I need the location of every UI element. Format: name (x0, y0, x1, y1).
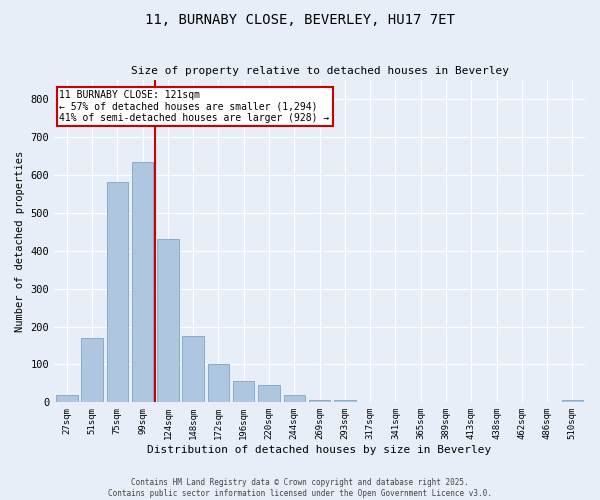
Text: 11, BURNABY CLOSE, BEVERLEY, HU17 7ET: 11, BURNABY CLOSE, BEVERLEY, HU17 7ET (145, 12, 455, 26)
Bar (132, 162, 154, 402)
Bar (258, 386, 280, 402)
Title: Size of property relative to detached houses in Beverley: Size of property relative to detached ho… (131, 66, 509, 76)
Text: 11 BURNABY CLOSE: 121sqm
← 57% of detached houses are smaller (1,294)
41% of sem: 11 BURNABY CLOSE: 121sqm ← 57% of detach… (59, 90, 330, 123)
Bar (82, 338, 103, 402)
Bar (233, 382, 254, 402)
Bar (107, 182, 128, 402)
Bar (56, 395, 77, 402)
Text: Contains HM Land Registry data © Crown copyright and database right 2025.
Contai: Contains HM Land Registry data © Crown c… (108, 478, 492, 498)
Bar (334, 400, 356, 402)
Y-axis label: Number of detached properties: Number of detached properties (15, 150, 25, 332)
Bar (562, 400, 583, 402)
Bar (208, 364, 229, 403)
Bar (182, 336, 204, 402)
Bar (309, 400, 331, 402)
Bar (284, 395, 305, 402)
X-axis label: Distribution of detached houses by size in Beverley: Distribution of detached houses by size … (148, 445, 492, 455)
Bar (157, 240, 179, 402)
